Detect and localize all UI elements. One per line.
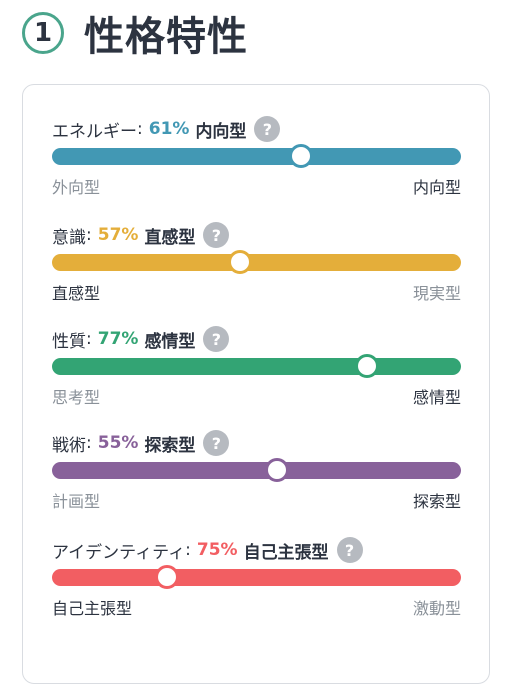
help-icon[interactable]: ?	[254, 116, 281, 142]
trait-colon: :	[137, 119, 143, 139]
trait-right-end: 現実型	[412, 284, 461, 303]
trait-right-end: 感情型	[412, 388, 461, 407]
trait-label: 戦術	[52, 435, 86, 456]
trait-label: アイデンティティ	[52, 542, 186, 563]
trait-label: 性質	[52, 331, 86, 352]
trait-label: エネルギー	[52, 121, 137, 142]
trait-slider-knob[interactable]	[289, 144, 314, 168]
trait-right-end: 内向型	[412, 178, 461, 197]
trait-percent: 77%	[97, 329, 139, 349]
trait-slider-knob[interactable]	[154, 565, 179, 589]
trait-left-end: 思考型	[52, 388, 101, 407]
trait-colon: :	[86, 329, 92, 349]
step-number: 1	[33, 18, 53, 48]
trait-bar	[52, 565, 461, 589]
trait-left-end: 自己主張型	[52, 599, 133, 618]
trait-dominant: 直感型	[144, 227, 196, 248]
trait-percent: 75%	[196, 540, 238, 560]
trait-header: 意識 : 57% 直感型 ?	[52, 220, 230, 250]
trait-slider-knob[interactable]	[228, 250, 253, 274]
help-icon[interactable]: ?	[336, 537, 363, 563]
trait-dominant: 内向型	[195, 121, 247, 142]
trait-slider-knob[interactable]	[354, 354, 379, 378]
trait-left-end: 外向型	[52, 178, 101, 197]
help-icon[interactable]: ?	[203, 222, 230, 248]
trait-ends: 直感型 現実型	[52, 280, 461, 304]
trait-header: エネルギー : 61% 内向型 ?	[52, 114, 281, 144]
trait-colon: :	[185, 540, 191, 560]
trait-header: アイデンティティ : 75% 自己主張型 ?	[52, 535, 363, 565]
trait-slider-knob[interactable]	[264, 458, 289, 482]
trait-dominant: 探索型	[144, 435, 196, 456]
trait-colon: :	[86, 225, 92, 245]
trait-percent: 55%	[97, 433, 139, 453]
trait-right-end: 探索型	[412, 492, 461, 511]
trait-ends: 計画型 探索型	[52, 488, 461, 512]
help-icon[interactable]: ?	[203, 326, 230, 352]
trait-bar	[52, 354, 461, 378]
trait-bar	[52, 144, 461, 168]
section-header: 1 性格特性	[22, 8, 248, 60]
trait-label: 意識	[52, 227, 86, 248]
trait-left-end: 計画型	[52, 492, 101, 511]
trait-bar	[52, 458, 461, 482]
trait-colon: :	[86, 433, 92, 453]
step-number-badge: 1	[22, 12, 64, 54]
trait-bar	[52, 250, 461, 274]
trait-dominant: 自己主張型	[243, 542, 329, 563]
help-icon[interactable]: ?	[203, 430, 230, 456]
trait-ends: 思考型 感情型	[52, 384, 461, 408]
trait-dominant: 感情型	[144, 331, 196, 352]
trait-header: 性質 : 77% 感情型 ?	[52, 324, 230, 354]
trait-ends: 外向型 内向型	[52, 174, 461, 198]
trait-right-end: 激動型	[412, 599, 461, 618]
page-title: 性格特性	[84, 14, 248, 60]
trait-percent: 61%	[148, 119, 190, 139]
trait-percent: 57%	[97, 225, 139, 245]
trait-header: 戦術 : 55% 探索型 ?	[52, 428, 230, 458]
trait-left-end: 直感型	[52, 284, 101, 303]
trait-ends: 自己主張型 激動型	[52, 595, 461, 619]
